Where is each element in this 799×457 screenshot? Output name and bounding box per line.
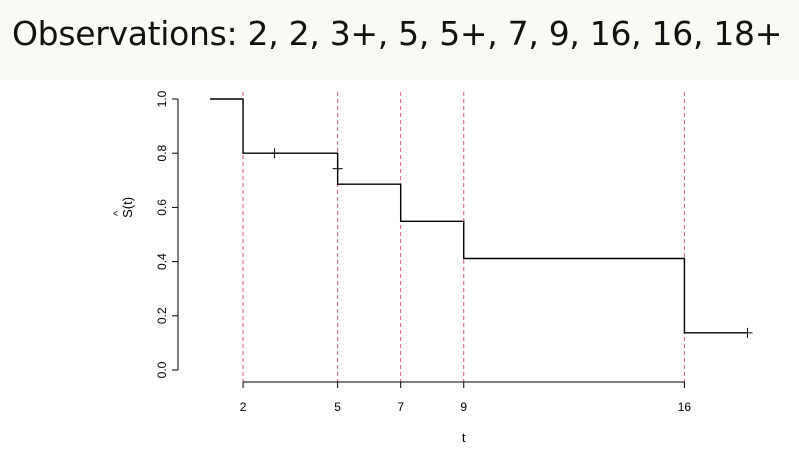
- censor-mark-2: [742, 327, 753, 338]
- y-tick-label-4: 0.8: [155, 145, 169, 162]
- x-tick-label-2: 2: [240, 400, 247, 414]
- y-axis-label-hat: ^: [112, 210, 124, 216]
- x-axis-label: t: [462, 430, 466, 445]
- page-title: Observations: 2, 2, 3+, 5, 5+, 7, 9, 16,…: [12, 14, 783, 53]
- y-tick-label-5: 1.0: [155, 90, 169, 107]
- axes-group: 0.0 0.2 0.4 0.6 0.8 1.0 2 5 7 9 16: [155, 90, 691, 414]
- km-curve-group: [210, 98, 748, 334]
- censor-mark-1: [332, 163, 343, 174]
- y-axis-label: S(t): [120, 197, 135, 218]
- x-tick-label-7: 7: [397, 400, 404, 414]
- x-tick-label-5: 5: [334, 400, 341, 414]
- y-tick-label-1: 0.2: [155, 307, 169, 324]
- y-tick-label-2: 0.4: [155, 253, 169, 270]
- y-tick-label-3: 0.6: [155, 199, 169, 216]
- censor-marks-group: [269, 148, 753, 338]
- y-tick-label-0: 0.0: [155, 361, 169, 378]
- km-step-line: [210, 98, 748, 334]
- censor-mark-0: [269, 148, 280, 159]
- event-lines-group: [242, 92, 685, 382]
- title-band: [0, 0, 799, 80]
- x-tick-label-9: 9: [460, 400, 467, 414]
- y-axis-label-group: S(t) ^: [112, 197, 135, 218]
- x-tick-label-16: 16: [678, 400, 692, 414]
